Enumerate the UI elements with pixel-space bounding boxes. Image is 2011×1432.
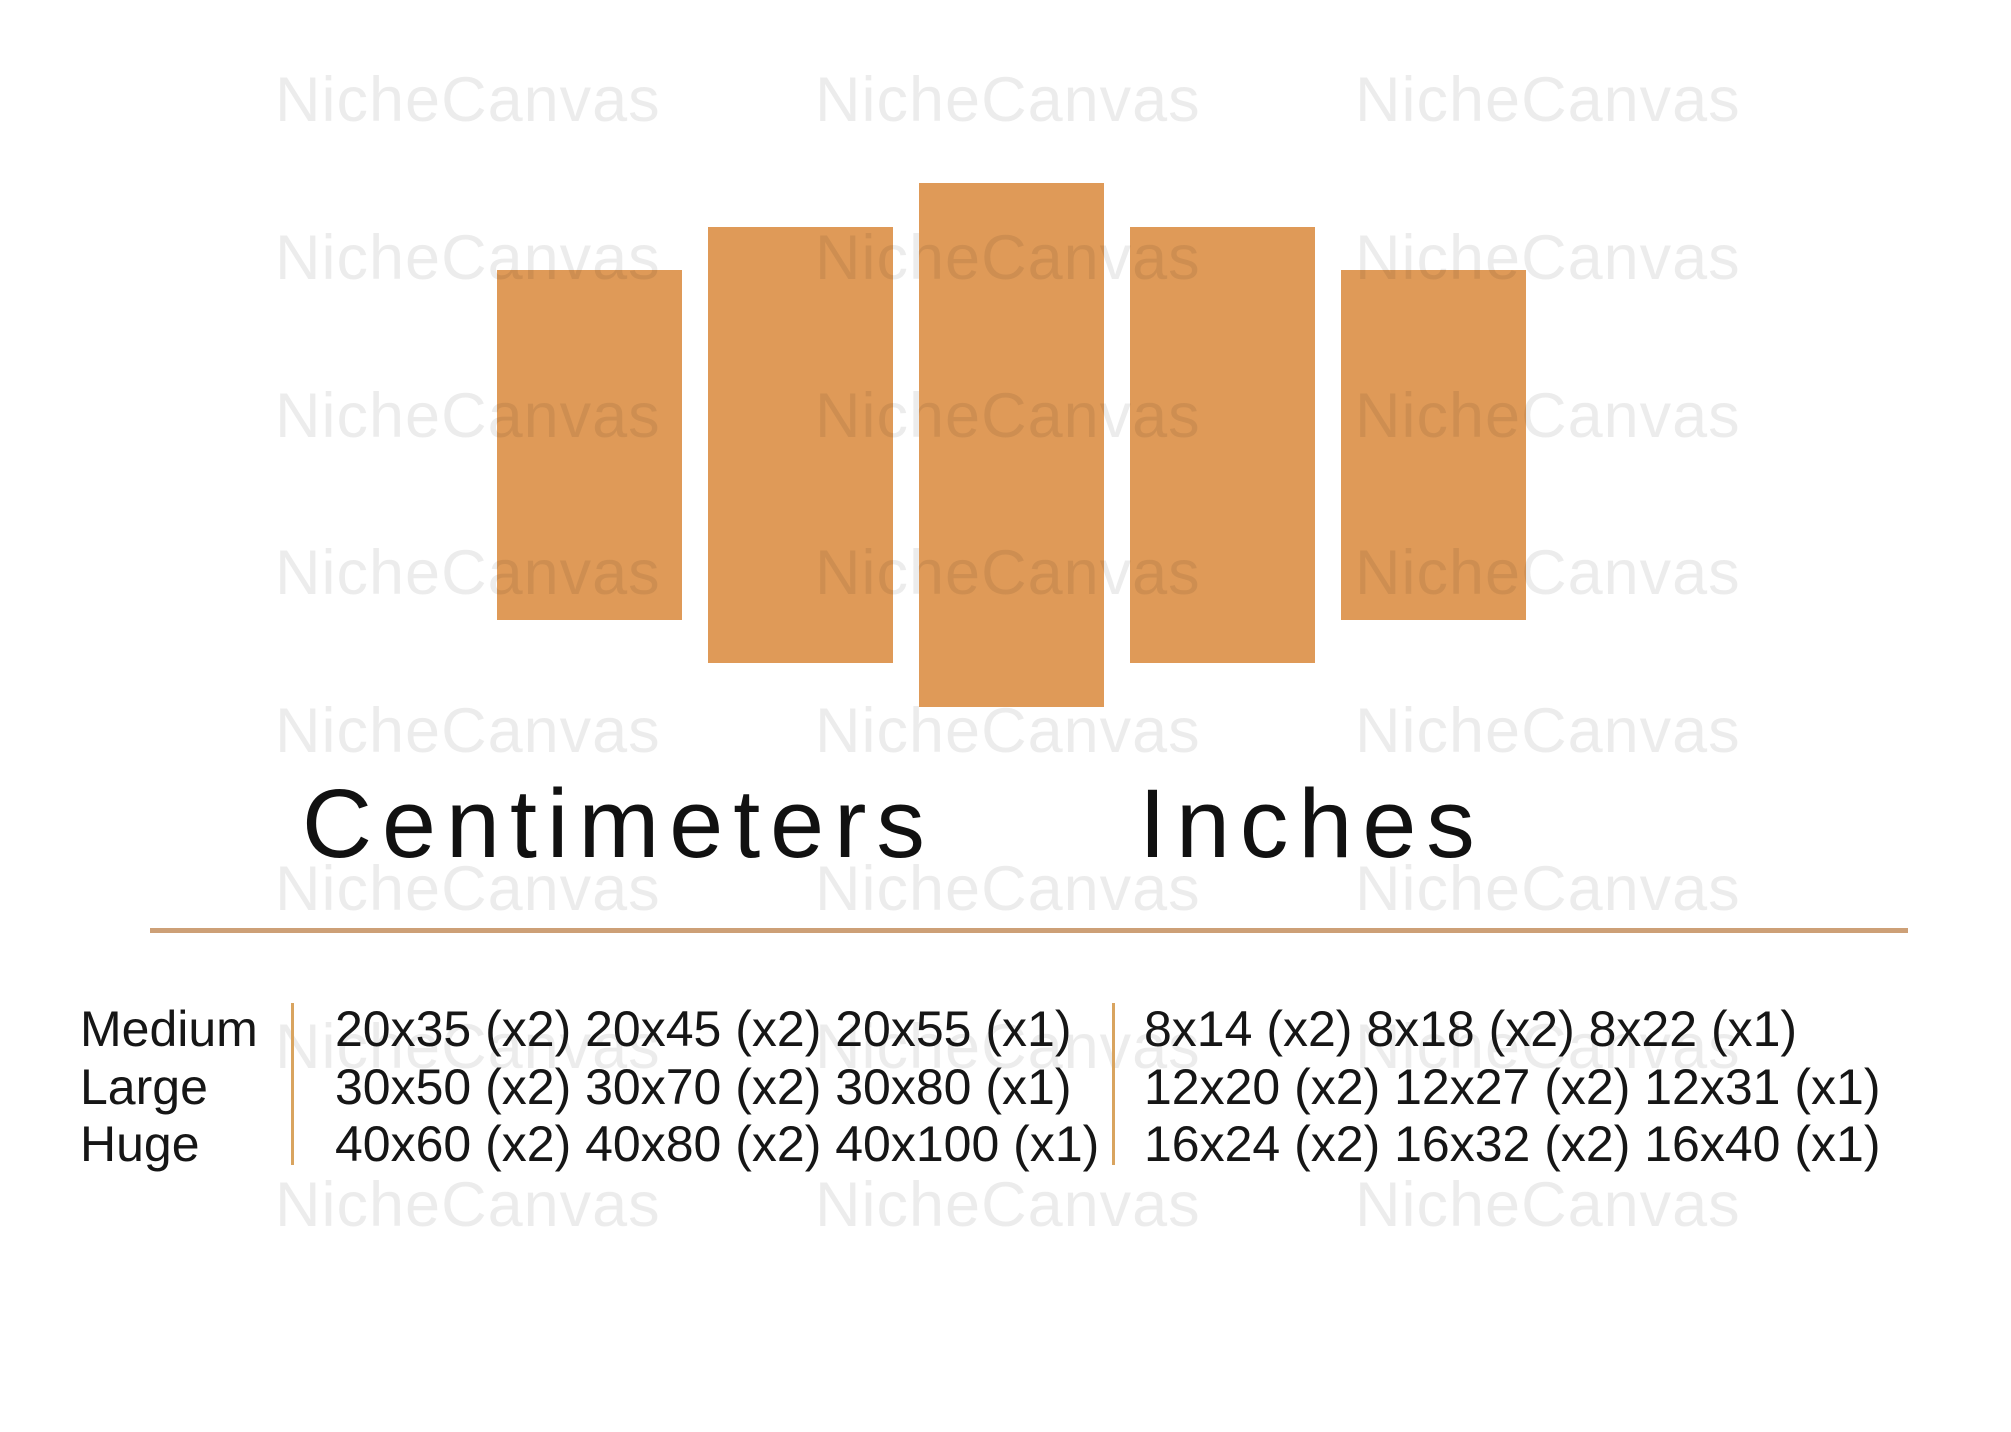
cm-sizes-huge: 40x60 (x2) 40x80 (x2) 40x100 (x1) [335,1116,1100,1172]
size-label-large: Large [80,1058,208,1115]
horizontal-divider [150,928,1908,933]
watermark-text: NicheCanvas [815,64,1201,135]
size-label-column: Medium Large Huge [80,1001,258,1174]
inch-sizes-huge: 16x24 (x2) 16x32 (x2) 16x40 (x1) [1144,1116,1881,1172]
centimeters-heading: Centimeters [302,769,935,878]
size-label-huge: Huge [80,1116,200,1172]
cm-inches-column-divider [1112,1003,1115,1165]
inch-sizes-large: 12x20 (x2) 12x27 (x2) 12x31 (x1) [1144,1058,1881,1115]
cm-sizes-medium: 20x35 (x2) 20x45 (x2) 20x55 (x1) [335,1001,1072,1057]
size-label-medium: Medium [80,1001,258,1057]
watermark-text: NicheCanvas [1355,64,1741,135]
inches-column: 8x14 (x2) 8x18 (x2) 8x22 (x1) 12x20 (x2)… [1144,1001,1880,1174]
canvas-panel-2 [708,227,893,663]
watermark-text: NicheCanvas [275,64,661,135]
inch-sizes-medium: 8x14 (x2) 8x18 (x2) 8x22 (x1) [1144,1001,1798,1057]
label-column-divider [291,1003,294,1165]
inches-heading: Inches [1139,769,1485,878]
cm-sizes-large: 30x50 (x2) 30x70 (x2) 30x80 (x1) [335,1058,1072,1115]
canvas-panel-3 [919,183,1104,707]
canvas-panel-4 [1130,227,1315,663]
centimeters-column: 20x35 (x2) 20x45 (x2) 20x55 (x1) 30x50 (… [335,1001,1099,1174]
canvas-panel-1 [497,270,682,620]
canvas-panel-5 [1341,270,1526,620]
